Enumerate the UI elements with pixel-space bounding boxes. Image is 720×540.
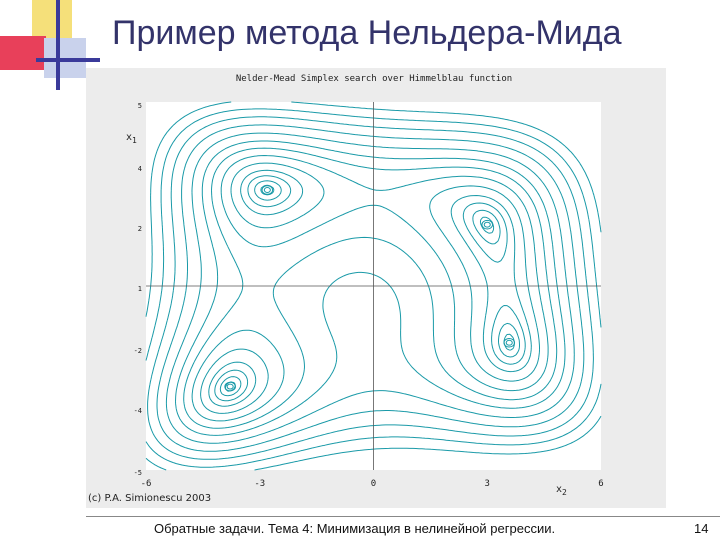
axes — [146, 102, 601, 470]
contour-line — [145, 101, 602, 471]
y-tick-label: -5 — [134, 469, 142, 477]
minimum-marker — [261, 185, 274, 195]
contour-line — [175, 140, 566, 436]
x-tick-label: -6 — [141, 479, 152, 489]
contour-line — [191, 155, 549, 422]
page-number: 14 — [694, 521, 709, 536]
x-tick-label: 0 — [371, 479, 376, 489]
contour-lines — [145, 101, 602, 471]
footer-divider — [86, 516, 720, 517]
contour-plot-svg: Nelder-Mead Simplex search over Himmelbl… — [126, 74, 604, 497]
contour-line — [214, 175, 526, 402]
contour-line — [208, 169, 532, 407]
tick-labels: -6 -3 0 3 6 5 4 2 1 -2 -4 -5 — [134, 102, 604, 489]
y-tick-label: 5 — [138, 102, 142, 110]
contour-line — [147, 116, 594, 460]
minimum-marker — [481, 219, 494, 230]
minimum-marker — [503, 337, 516, 348]
contour-line — [200, 162, 540, 414]
y-tick-label: -4 — [134, 407, 142, 415]
slide-title: Пример метода Нельдера-Мида — [112, 14, 622, 52]
contour-line — [145, 108, 602, 468]
contour-line — [183, 147, 558, 429]
minimum-marker — [226, 383, 234, 390]
y-axis-label: x1 — [126, 132, 137, 145]
contour-line — [165, 132, 575, 444]
y-tick-label: 1 — [138, 285, 142, 293]
x-tick-label: 6 — [598, 479, 603, 489]
plot-title: Nelder-Mead Simplex search over Himmelbl… — [236, 74, 512, 84]
footer-text: Обратные задачи. Тема 4: Минимизация в н… — [154, 521, 556, 536]
y-tick-label: 4 — [138, 165, 142, 173]
minimum-marker — [224, 381, 236, 392]
contour-line — [219, 180, 520, 397]
contour-plot: Nelder-Mead Simplex search over Himmelbl… — [86, 68, 666, 508]
y-tick-label: 2 — [138, 225, 142, 233]
x-axis-label: x2 — [556, 484, 567, 497]
y-tick-label: -2 — [134, 347, 142, 355]
x-tick-label: 3 — [485, 479, 490, 489]
minimum-marker — [505, 339, 513, 346]
plot-copyright: (c) P.A. Simionescu 2003 — [88, 493, 212, 504]
x-tick-label: -3 — [254, 479, 265, 489]
minimum-marker — [263, 187, 271, 193]
minimum-marker — [483, 221, 491, 228]
contour-line — [156, 124, 585, 452]
corner-decoration — [0, 0, 100, 90]
